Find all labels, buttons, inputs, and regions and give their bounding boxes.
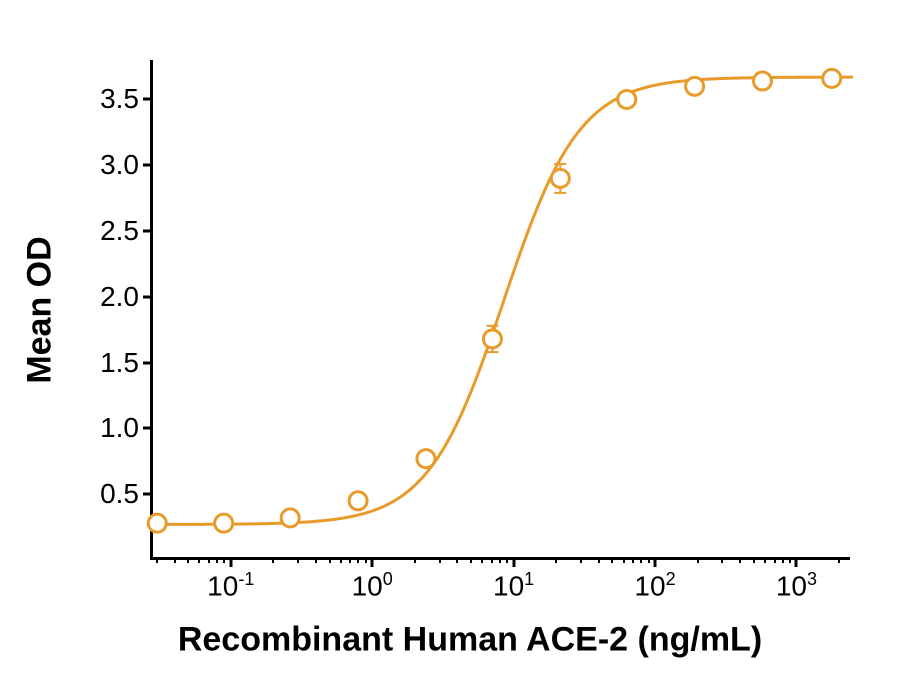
x-tick xyxy=(229,557,232,567)
x-tick-label: 100 xyxy=(352,569,393,602)
x-tick-minor xyxy=(174,557,176,563)
x-tick-minor xyxy=(223,557,225,563)
x-tick-label: 102 xyxy=(634,569,675,602)
y-tick-label: 2.5 xyxy=(100,215,139,247)
data-point xyxy=(417,450,435,468)
x-tick-minor xyxy=(481,557,483,563)
x-tick-label: 101 xyxy=(493,569,534,602)
x-tick xyxy=(371,557,374,567)
x-tick-minor xyxy=(198,557,200,563)
x-tick-minor xyxy=(491,557,493,563)
x-tick-minor xyxy=(187,557,189,563)
x-tick-minor xyxy=(648,557,650,563)
x-tick-minor xyxy=(315,557,317,563)
x-tick-minor xyxy=(506,557,508,563)
x-tick-minor xyxy=(598,557,600,563)
y-tick xyxy=(143,427,153,430)
y-tick-label: 1.0 xyxy=(100,412,139,444)
y-tick xyxy=(143,164,153,167)
x-tick-minor xyxy=(272,557,274,563)
x-tick-minor xyxy=(739,557,741,563)
data-point xyxy=(686,77,704,95)
data-point xyxy=(483,330,501,348)
x-tick-minor xyxy=(555,557,557,563)
fit-curve xyxy=(153,77,853,524)
x-tick-minor xyxy=(640,557,642,563)
y-tick xyxy=(143,361,153,364)
x-tick-minor xyxy=(838,557,840,563)
x-tick-minor xyxy=(721,557,723,563)
x-tick-minor xyxy=(499,557,501,563)
y-tick-label: 3.0 xyxy=(100,149,139,181)
x-tick-minor xyxy=(470,557,472,563)
x-tick-minor xyxy=(753,557,755,563)
x-tick-minor xyxy=(439,557,441,563)
x-tick-label: 10-1 xyxy=(207,569,254,602)
x-tick-minor xyxy=(349,557,351,563)
data-point xyxy=(349,492,367,510)
chart-svg xyxy=(153,60,850,557)
x-tick-minor xyxy=(357,557,359,563)
x-tick-minor xyxy=(456,557,458,563)
data-point xyxy=(753,72,771,90)
x-tick-minor xyxy=(697,557,699,563)
y-tick-label: 2.0 xyxy=(100,281,139,313)
x-tick-label: 103 xyxy=(776,569,817,602)
x-axis-label: Recombinant Human ACE-2 (ng/mL) xyxy=(178,621,762,660)
data-point xyxy=(823,69,841,87)
y-tick-label: 0.5 xyxy=(100,478,139,510)
x-tick xyxy=(512,557,515,567)
data-point xyxy=(148,514,166,532)
x-tick xyxy=(795,557,798,567)
x-tick-minor xyxy=(365,557,367,563)
x-tick-minor xyxy=(782,557,784,563)
y-tick xyxy=(143,230,153,233)
x-tick-minor xyxy=(774,557,776,563)
data-point xyxy=(551,169,569,187)
x-tick-minor xyxy=(623,557,625,563)
x-tick-minor xyxy=(329,557,331,563)
data-point xyxy=(281,509,299,527)
y-axis-label: Mean OD xyxy=(21,236,60,383)
y-tick xyxy=(143,295,153,298)
x-tick-minor xyxy=(580,557,582,563)
plot-area: 0.51.01.52.02.53.03.510-1100101102103 xyxy=(150,60,850,560)
y-tick-label: 1.5 xyxy=(100,347,139,379)
x-tick-minor xyxy=(156,557,158,563)
x-tick-minor xyxy=(208,557,210,563)
x-tick-minor xyxy=(340,557,342,563)
x-tick-minor xyxy=(632,557,634,563)
x-tick xyxy=(654,557,657,567)
x-tick-minor xyxy=(216,557,218,563)
x-tick-minor xyxy=(611,557,613,563)
y-tick xyxy=(143,493,153,496)
chart-container: Mean OD Recombinant Human ACE-2 (ng/mL) … xyxy=(0,0,905,681)
x-tick-minor xyxy=(789,557,791,563)
data-point xyxy=(215,514,233,532)
x-tick-minor xyxy=(414,557,416,563)
data-point xyxy=(618,90,636,108)
x-tick-minor xyxy=(297,557,299,563)
x-tick-minor xyxy=(764,557,766,563)
y-tick xyxy=(143,98,153,101)
y-tick-label: 3.5 xyxy=(100,83,139,115)
